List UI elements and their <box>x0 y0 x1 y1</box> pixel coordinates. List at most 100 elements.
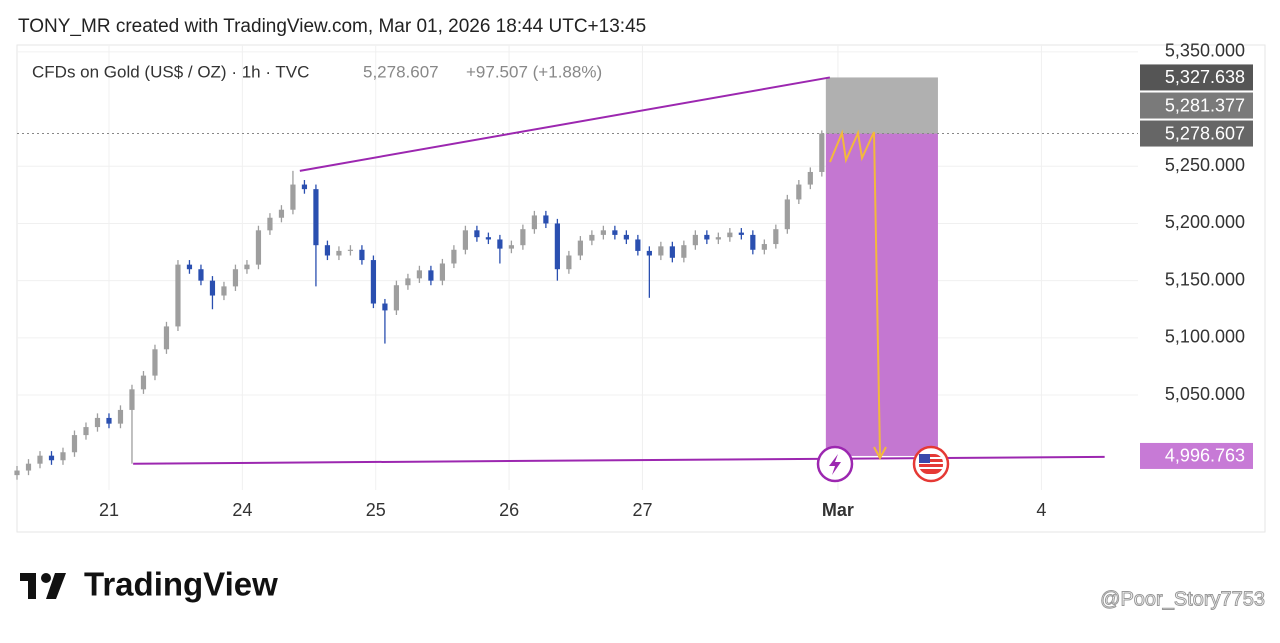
candle-body <box>784 199 790 230</box>
header: TONY_MR created with TradingView.com, Ma… <box>18 16 646 37</box>
price-tag <box>1140 120 1253 147</box>
y-tick-label: 5,200.000 <box>1165 212 1245 232</box>
x-tick-label: 27 <box>632 500 652 520</box>
candle-body <box>439 263 446 281</box>
candle-body <box>267 217 273 231</box>
candle-body <box>221 286 227 296</box>
candle-body <box>313 189 319 246</box>
candle-body <box>819 133 825 172</box>
candle-body <box>796 184 802 200</box>
candle-body <box>520 229 526 246</box>
candle-body <box>336 250 342 256</box>
candle-body <box>715 237 721 240</box>
candle-body <box>807 171 813 185</box>
candle-body <box>71 435 78 453</box>
candle-body <box>117 409 124 424</box>
candle-body <box>635 239 641 251</box>
candle-body <box>232 269 239 287</box>
candle-body <box>554 223 560 270</box>
x-tick-label: 4 <box>1036 500 1046 520</box>
candle-body <box>14 470 20 476</box>
x-tick-label: 25 <box>366 500 386 520</box>
candle-body <box>497 239 503 249</box>
candle-body <box>278 209 285 218</box>
x-tick-label: Mar <box>822 500 854 520</box>
candle-body <box>152 349 158 376</box>
x-tick-label: 24 <box>232 500 252 520</box>
candle-body <box>531 215 537 230</box>
logo-text: TradingView <box>84 566 278 603</box>
y-tick-label: 5,350.000 <box>1165 41 1245 61</box>
price-tag-label: 5,327.638 <box>1165 67 1245 87</box>
candle-body <box>462 230 468 250</box>
candle-body <box>163 326 170 350</box>
y-tick-label: 5,050.000 <box>1165 384 1245 404</box>
x-tick-label: 21 <box>99 500 119 520</box>
candle-body <box>347 249 354 251</box>
candle-body <box>94 417 101 428</box>
candle-body <box>566 255 572 270</box>
projection-arrow <box>829 129 881 456</box>
candle-body <box>692 234 698 246</box>
candle-body <box>727 232 733 238</box>
candle-body <box>738 232 744 235</box>
stop-zone <box>825 77 938 134</box>
candle-body <box>140 375 147 390</box>
arrow-head <box>873 446 887 461</box>
candle-body <box>428 270 434 281</box>
price-tag-label: 5,278.607 <box>1165 123 1245 143</box>
candle-body <box>761 244 767 250</box>
candle-body <box>37 455 43 464</box>
candle-body <box>658 246 664 256</box>
price-tag <box>1140 442 1253 469</box>
candle-body <box>623 234 629 240</box>
candle-body <box>129 389 135 410</box>
candle-body <box>485 237 491 240</box>
candle-body <box>175 264 181 327</box>
chart-title: CFDs on Gold (US$ / OZ) · 1h · TVC <box>32 62 309 81</box>
lightning <box>829 454 841 475</box>
price-change: +97.507 (+1.88%) <box>466 62 602 81</box>
price-tag-label: 5,281.377 <box>1165 95 1245 115</box>
candle-body <box>186 264 193 270</box>
chart-frame <box>16 44 1266 533</box>
candle-body <box>669 246 675 258</box>
candle-body <box>405 278 411 286</box>
candle-body <box>393 285 400 311</box>
watermark: @Poor_Story7753 <box>1100 588 1265 610</box>
candle-body <box>451 249 457 264</box>
candle-body <box>106 417 112 424</box>
candle-body <box>773 229 779 245</box>
candle-body <box>474 230 480 238</box>
y-tick-label: 5,150.000 <box>1165 269 1245 289</box>
candle-body <box>209 280 216 296</box>
candle-body <box>646 250 652 256</box>
candle-body <box>750 234 756 250</box>
candle-body <box>290 184 296 210</box>
candle-body <box>681 245 687 258</box>
candle-body <box>324 245 331 256</box>
candle-body <box>543 215 549 224</box>
candle-body <box>255 230 262 265</box>
candle-body <box>704 234 710 240</box>
target-zone <box>825 133 938 456</box>
us-flag <box>919 454 943 474</box>
candle-body <box>83 427 89 436</box>
candle-body <box>577 240 583 256</box>
logo-mark <box>20 573 66 599</box>
price-tag-label: 4,996.763 <box>1165 446 1245 466</box>
trendline <box>299 76 831 172</box>
candle-body <box>382 303 388 311</box>
candle-body <box>370 260 377 304</box>
y-tick-label: 5,250.000 <box>1165 155 1245 175</box>
candle-body <box>301 184 308 190</box>
candle-body <box>244 264 250 270</box>
candle-body <box>600 230 606 235</box>
candle-body <box>416 270 423 279</box>
candle-body <box>25 463 32 471</box>
y-tick-label: 5,100.000 <box>1165 327 1245 347</box>
price-tag <box>1140 92 1253 119</box>
candle-body <box>359 249 365 261</box>
